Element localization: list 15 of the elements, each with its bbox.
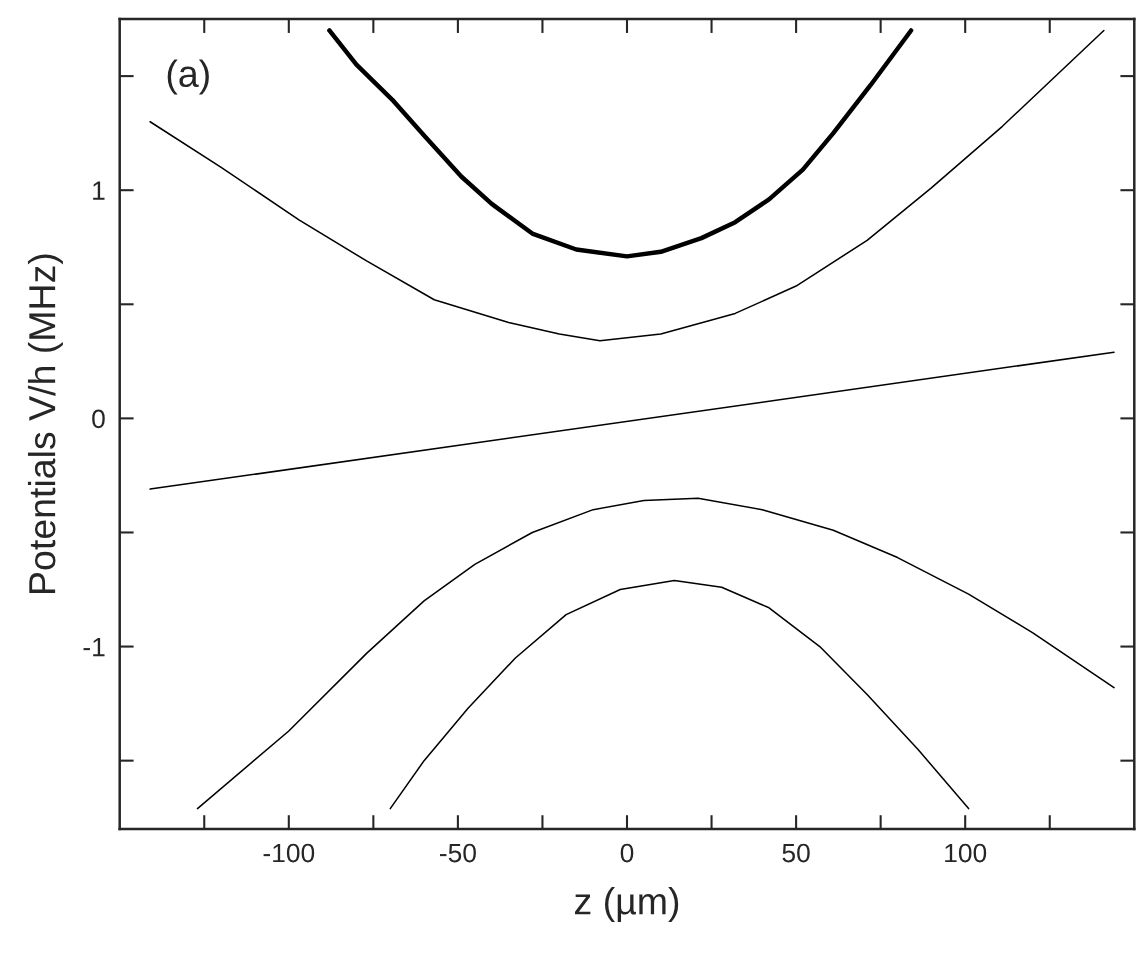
x-tick-label: 100 xyxy=(945,843,987,863)
y-tick-label: -1 xyxy=(83,637,105,657)
y-tick-label: 0 xyxy=(92,409,105,429)
x-tick-label: 0 xyxy=(620,843,634,863)
y-tick-label: 1 xyxy=(93,181,105,200)
x-tick-label: 50 xyxy=(782,843,810,863)
y-axis-title: Potentials V/h (MHz) xyxy=(27,254,63,593)
line-series xyxy=(327,28,914,259)
x-axis-title: z (µm) xyxy=(575,887,679,922)
line-series xyxy=(389,579,970,810)
x-tick-label: -50 xyxy=(440,843,476,863)
annotation: (a) xyxy=(167,59,209,95)
line-series xyxy=(196,497,1115,810)
line-series xyxy=(149,29,1105,342)
x-tick-label: -100 xyxy=(263,843,315,863)
